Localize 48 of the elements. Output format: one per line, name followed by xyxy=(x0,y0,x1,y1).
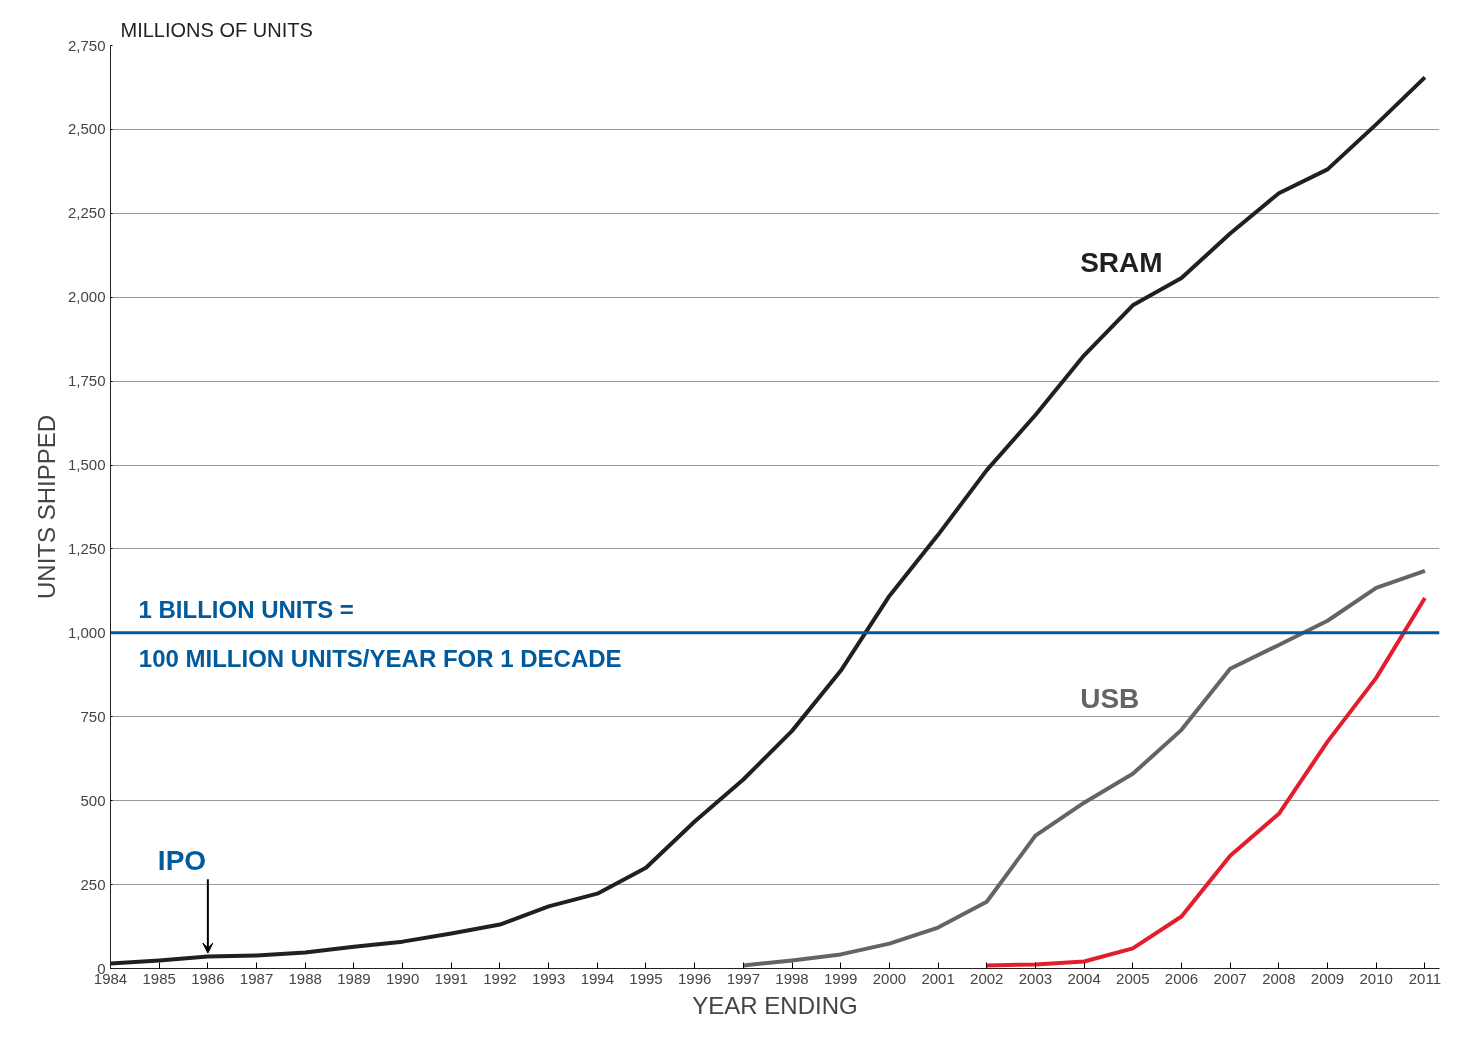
x-tick-label: 1998 xyxy=(775,969,809,987)
y-tick-label: 500 xyxy=(80,791,106,809)
x-tick-label: 2002 xyxy=(970,969,1004,987)
y-tick-label: 1,250 xyxy=(67,539,106,557)
y-tick-label: 2,500 xyxy=(67,120,106,138)
line-series xyxy=(984,595,1427,968)
x-tick-label: 2010 xyxy=(1359,969,1393,987)
x-tick-label: 1987 xyxy=(239,969,274,987)
y-tick-label: 250 xyxy=(80,875,106,893)
y-tick-label: 1,750 xyxy=(67,372,106,390)
x-tick-label: 1985 xyxy=(142,969,176,987)
x-tick-label: 1988 xyxy=(288,969,322,987)
line-series xyxy=(741,568,1427,968)
x-tick-label: 1986 xyxy=(191,969,225,987)
y-axis-title: UNITS SHIPPED xyxy=(32,414,60,600)
y-tick-label: 1,500 xyxy=(67,456,106,474)
series-label: SRAM xyxy=(1080,247,1163,279)
ref-line-label: 1 BILLION UNITS = xyxy=(138,595,354,623)
x-tick-label: 2007 xyxy=(1213,969,1247,987)
x-tick-label: 2006 xyxy=(1164,969,1199,987)
x-tick-label: 1992 xyxy=(483,969,517,987)
x-axis-title: YEAR ENDING xyxy=(692,991,858,1019)
x-tick-label: 1999 xyxy=(824,969,858,987)
x-tick-label: 1990 xyxy=(385,969,420,987)
x-tick-label: 2008 xyxy=(1262,969,1296,987)
x-tick-label: 2005 xyxy=(1116,969,1150,987)
x-tick-label: 2000 xyxy=(872,969,907,987)
y-tick-label: 2,000 xyxy=(67,288,106,306)
x-tick-label: 1993 xyxy=(531,969,566,987)
y-tick-label: 2,250 xyxy=(67,204,106,222)
annotation: 100 MILLION UNITS/YEAR FOR 1 DECADE xyxy=(138,644,622,672)
y-tick-label: 750 xyxy=(80,707,106,725)
annotation: IPO xyxy=(157,844,207,876)
x-tick-label: 1995 xyxy=(629,969,663,987)
series-label: USB xyxy=(1080,682,1140,714)
x-tick-label: 2003 xyxy=(1018,969,1053,987)
x-tick-label: 2001 xyxy=(921,969,955,987)
x-tick-label: 1994 xyxy=(580,969,614,987)
y-tick-label: 1,000 xyxy=(67,623,106,641)
x-tick-label: 2011 xyxy=(1408,969,1442,987)
x-tick-label: 1996 xyxy=(677,969,712,987)
x-tick-label: 2009 xyxy=(1310,969,1345,987)
x-tick-label: 1997 xyxy=(726,969,761,987)
x-tick-label: 2004 xyxy=(1067,969,1101,987)
x-tick-label: 1991 xyxy=(434,969,468,987)
chart-title: MILLIONS OF UNITS xyxy=(120,18,313,41)
y-tick-label: 2,750 xyxy=(67,36,106,54)
x-tick-label: 1989 xyxy=(337,969,371,987)
